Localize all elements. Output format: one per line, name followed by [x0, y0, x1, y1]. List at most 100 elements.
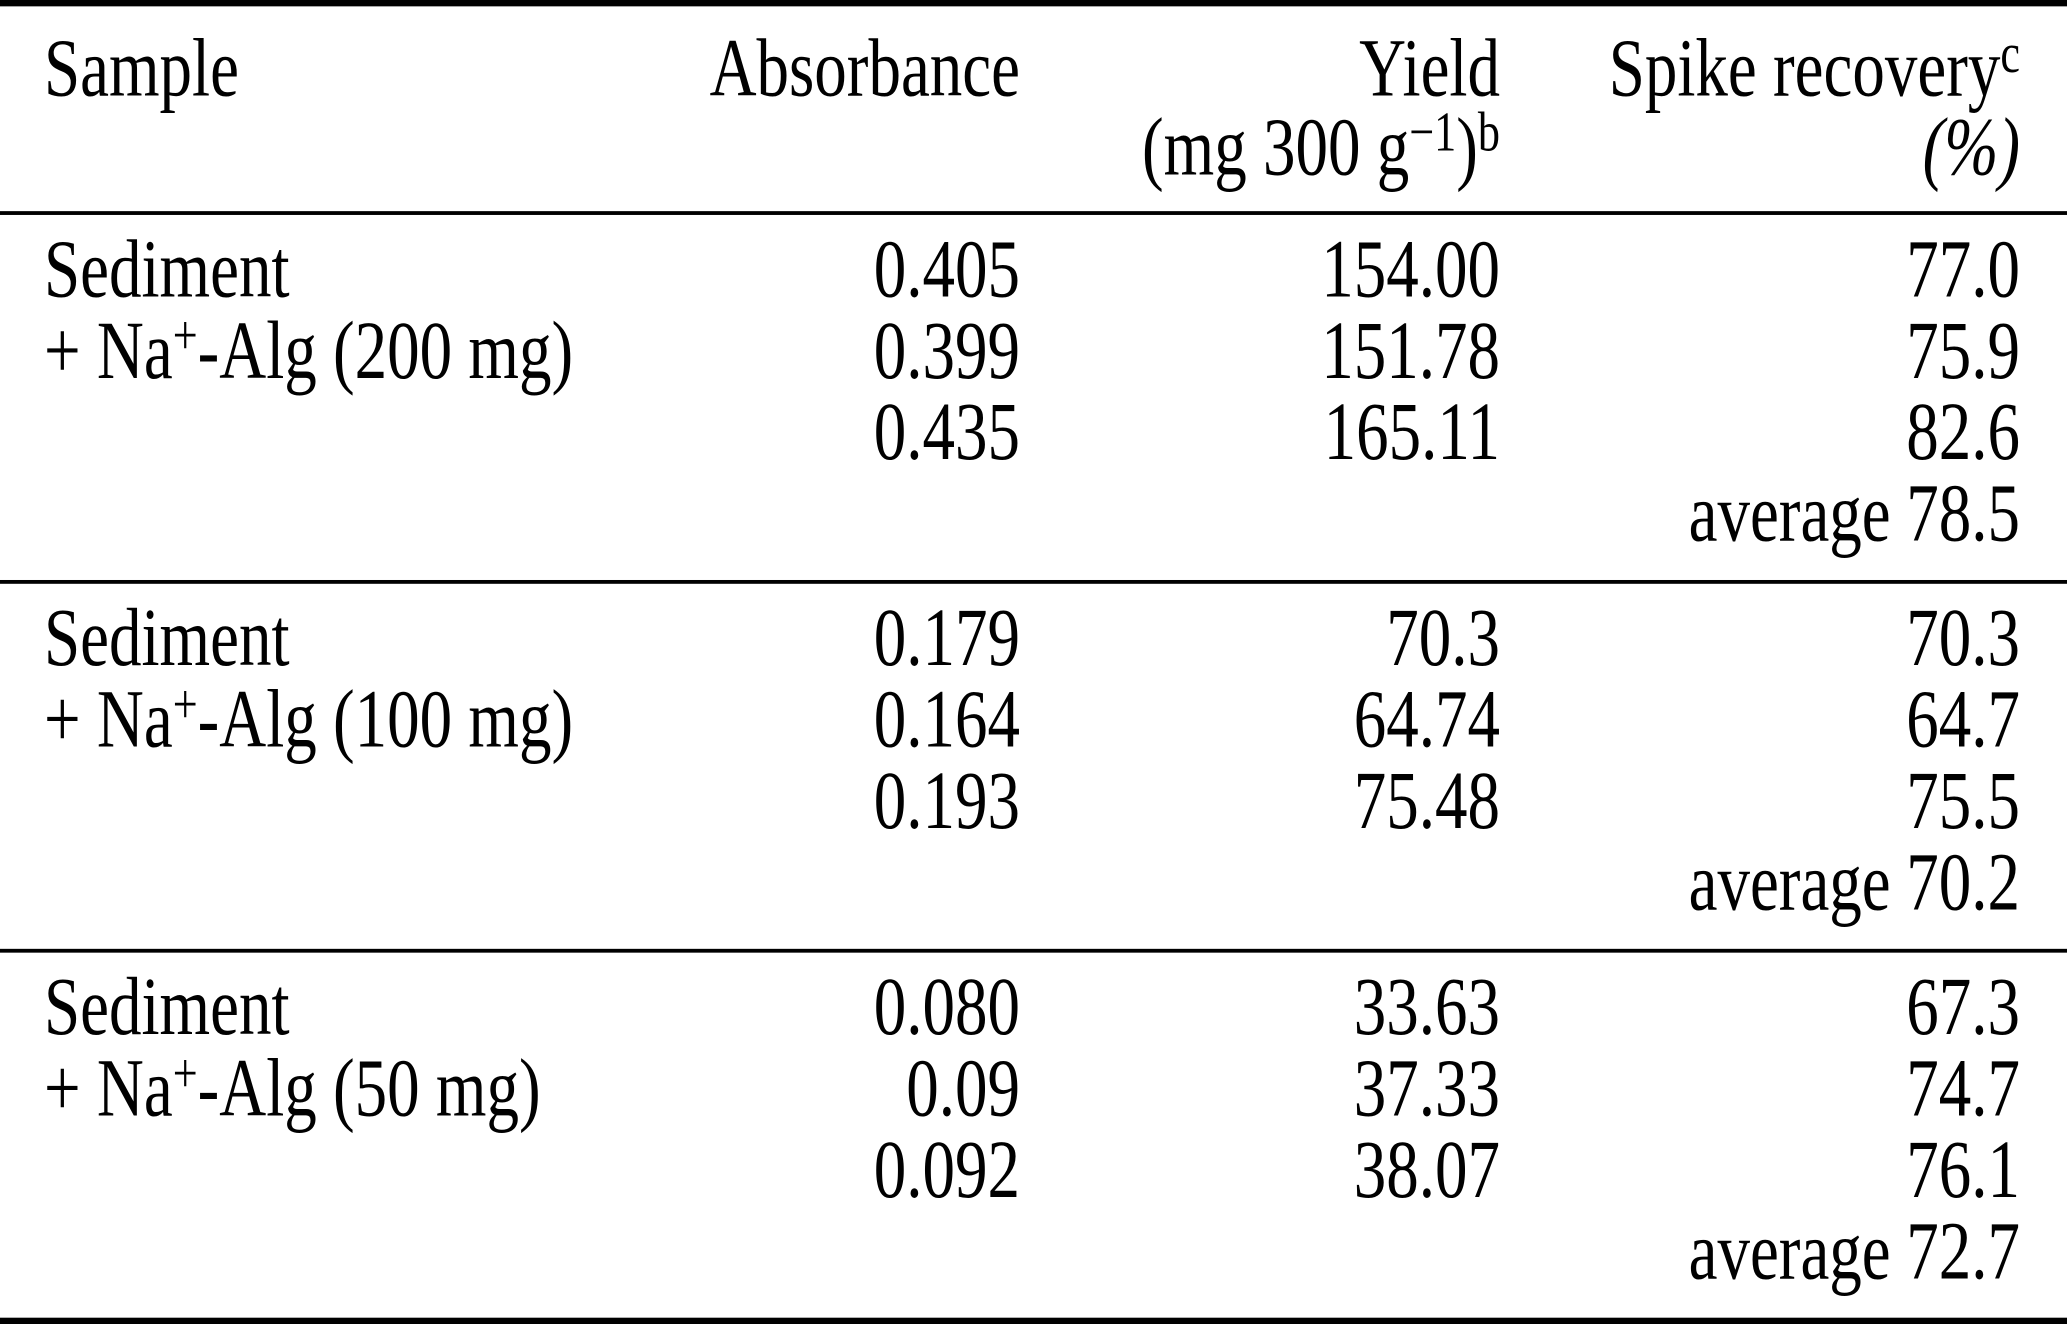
- cell-yield: 151.78: [1020, 310, 1500, 393]
- yield-units-close: ): [1456, 101, 1478, 194]
- table-row: 0.092 38.07 76.1: [0, 1129, 2067, 1212]
- absorbance-value: 0.092: [873, 1124, 1020, 1216]
- cell-sample-line2: + Na+-Alg (50 mg): [0, 1045, 541, 1130]
- absorbance-value: 0.435: [873, 386, 1020, 479]
- cell-yield: 154.00: [1020, 228, 1500, 311]
- recovery-value: 64.7: [1906, 674, 2020, 766]
- cell-absorbance: 0.080: [502, 966, 1020, 1049]
- average-label: average: [1688, 1205, 1891, 1298]
- sample-name-suffix: -Alg (50 mg): [197, 1042, 541, 1135]
- absorbance-value: 0.179: [873, 592, 1020, 685]
- cell-sample-line1: Sediment: [0, 597, 502, 680]
- table-row: + Na+-Alg (50 mg) 0.09 37.33 74.7: [0, 1045, 2067, 1130]
- absorbance-value: 0.164: [873, 674, 1020, 766]
- cell-absorbance: 0.193: [502, 760, 1020, 843]
- yield-value: 38.07: [1353, 1124, 1500, 1216]
- header-row-1: Sample Absorbance Yield Spike recoveryc: [0, 25, 2067, 110]
- recovery-value: 74.7: [1906, 1042, 2020, 1135]
- cell-recovery: 75.9: [1500, 310, 2020, 393]
- col-header-yield-label: Yield: [1359, 22, 1500, 115]
- table-rule-bottom: [0, 1317, 2067, 1324]
- yield-value: 75.48: [1353, 755, 1500, 848]
- sample-name-prefix: + Na: [44, 674, 173, 766]
- cell-absorbance: 0.405: [502, 228, 1020, 311]
- average-label: average: [1688, 836, 1891, 929]
- sample-charge-superscript: +: [172, 673, 198, 736]
- cell-recovery: 75.5: [1500, 760, 2020, 843]
- sample-name-suffix: -Alg (100 mg): [197, 674, 574, 766]
- yield-value: 154.00: [1321, 223, 1500, 316]
- average-value: 72.7: [1906, 1205, 2020, 1298]
- sample-name: Sediment: [44, 592, 290, 685]
- cell-absorbance: 0.164: [502, 679, 1020, 762]
- col-header-yield: Yield: [1020, 27, 1500, 110]
- table-rule-top: [0, 0, 2067, 7]
- cell-yield: 75.48: [1020, 760, 1500, 843]
- sample-name-prefix: + Na: [44, 1042, 173, 1135]
- recovery-value: 70.3: [1906, 592, 2020, 685]
- cell-recovery: 76.1: [1500, 1129, 2020, 1212]
- recovery-value: 67.3: [1906, 961, 2020, 1054]
- cell-average: average 72.7: [1500, 1210, 2020, 1293]
- cell-yield: 64.74: [1020, 679, 1500, 762]
- yield-units-exponent: −1: [1409, 101, 1457, 164]
- yield-value: 70.3: [1386, 592, 1500, 685]
- average-value: 78.5: [1906, 468, 2020, 560]
- recovery-value: 77.0: [1906, 223, 2020, 316]
- yield-value: 64.74: [1353, 674, 1500, 766]
- header-row-2: (mg 300 g−1)b (%): [0, 104, 2067, 189]
- footnote-marker-c: c: [2000, 22, 2020, 85]
- cell-sample-line2: + Na+-Alg (200 mg): [0, 308, 573, 393]
- absorbance-value: 0.399: [873, 305, 1020, 397]
- sample-group-200mg: Sediment 0.405 154.00 77.0 + Na+-Alg (20…: [0, 215, 2067, 580]
- cell-recovery: 82.6: [1500, 391, 2020, 474]
- cell-sample-line2: + Na+-Alg (100 mg): [0, 676, 573, 761]
- yield-value: 165.11: [1323, 386, 1500, 479]
- sample-name: Sediment: [44, 223, 290, 316]
- absorbance-value: 0.080: [873, 961, 1020, 1054]
- yield-value: 151.78: [1321, 305, 1500, 397]
- recovery-value: 75.9: [1906, 305, 2020, 397]
- cell-yield: 70.3: [1020, 597, 1500, 680]
- table-rule-header: [0, 211, 2067, 215]
- sample-group-100mg: Sediment 0.179 70.3 70.3 + Na+-Alg (100 …: [0, 584, 2067, 949]
- table-rule-mid: [0, 948, 2067, 953]
- yield-value: 33.63: [1353, 961, 1500, 1054]
- cell-recovery: 70.3: [1500, 597, 2020, 680]
- cell-sample-line1: Sediment: [0, 228, 502, 311]
- col-header-recovery-label: Spike recovery: [1608, 22, 2001, 115]
- cell-yield: 38.07: [1020, 1129, 1500, 1212]
- recovery-value: 75.5: [1906, 755, 2020, 848]
- yield-units-open: (mg 300 g: [1142, 101, 1410, 194]
- cell-absorbance: 0.435: [502, 391, 1020, 474]
- table-row: 0.193 75.48 75.5: [0, 760, 2067, 843]
- sample-charge-superscript: +: [172, 304, 198, 367]
- cell-recovery: 64.7: [1500, 679, 2020, 762]
- recovery-units-label: (%): [1922, 101, 2020, 194]
- sample-charge-superscript: +: [172, 1042, 198, 1105]
- sample-name: Sediment: [44, 961, 290, 1054]
- sample-group-50mg: Sediment 0.080 33.63 67.3 + Na+-Alg (50 …: [0, 953, 2067, 1318]
- footnote-marker-b: b: [1477, 101, 1500, 164]
- table-row: Sediment 0.179 70.3 70.3: [0, 597, 2067, 680]
- cell-yield: 37.33: [1020, 1047, 1500, 1130]
- table-row: 0.435 165.11 82.6: [0, 391, 2067, 474]
- cell-recovery: 74.7: [1500, 1047, 2020, 1130]
- average-label: average: [1688, 468, 1891, 560]
- absorbance-value: 0.193: [873, 755, 1020, 848]
- cell-absorbance: 0.09: [502, 1047, 1020, 1130]
- col-header-yield-units: (mg 300 g−1)b: [1020, 104, 1500, 189]
- col-header-recovery-units: (%): [1500, 106, 2020, 189]
- yield-value: 37.33: [1353, 1042, 1500, 1135]
- table-header: Sample Absorbance Yield Spike recoveryc …: [0, 6, 2067, 211]
- average-row: average 70.2: [0, 841, 2067, 924]
- table-row: + Na+-Alg (200 mg) 0.399 151.78 75.9: [0, 308, 2067, 393]
- cell-absorbance: 0.092: [502, 1129, 1020, 1212]
- absorbance-value: 0.09: [906, 1042, 1020, 1135]
- table-row: + Na+-Alg (100 mg) 0.164 64.74 64.7: [0, 676, 2067, 762]
- cell-yield: 33.63: [1020, 966, 1500, 1049]
- cell-yield: 165.11: [1020, 391, 1500, 474]
- cell-absorbance: 0.399: [502, 310, 1020, 393]
